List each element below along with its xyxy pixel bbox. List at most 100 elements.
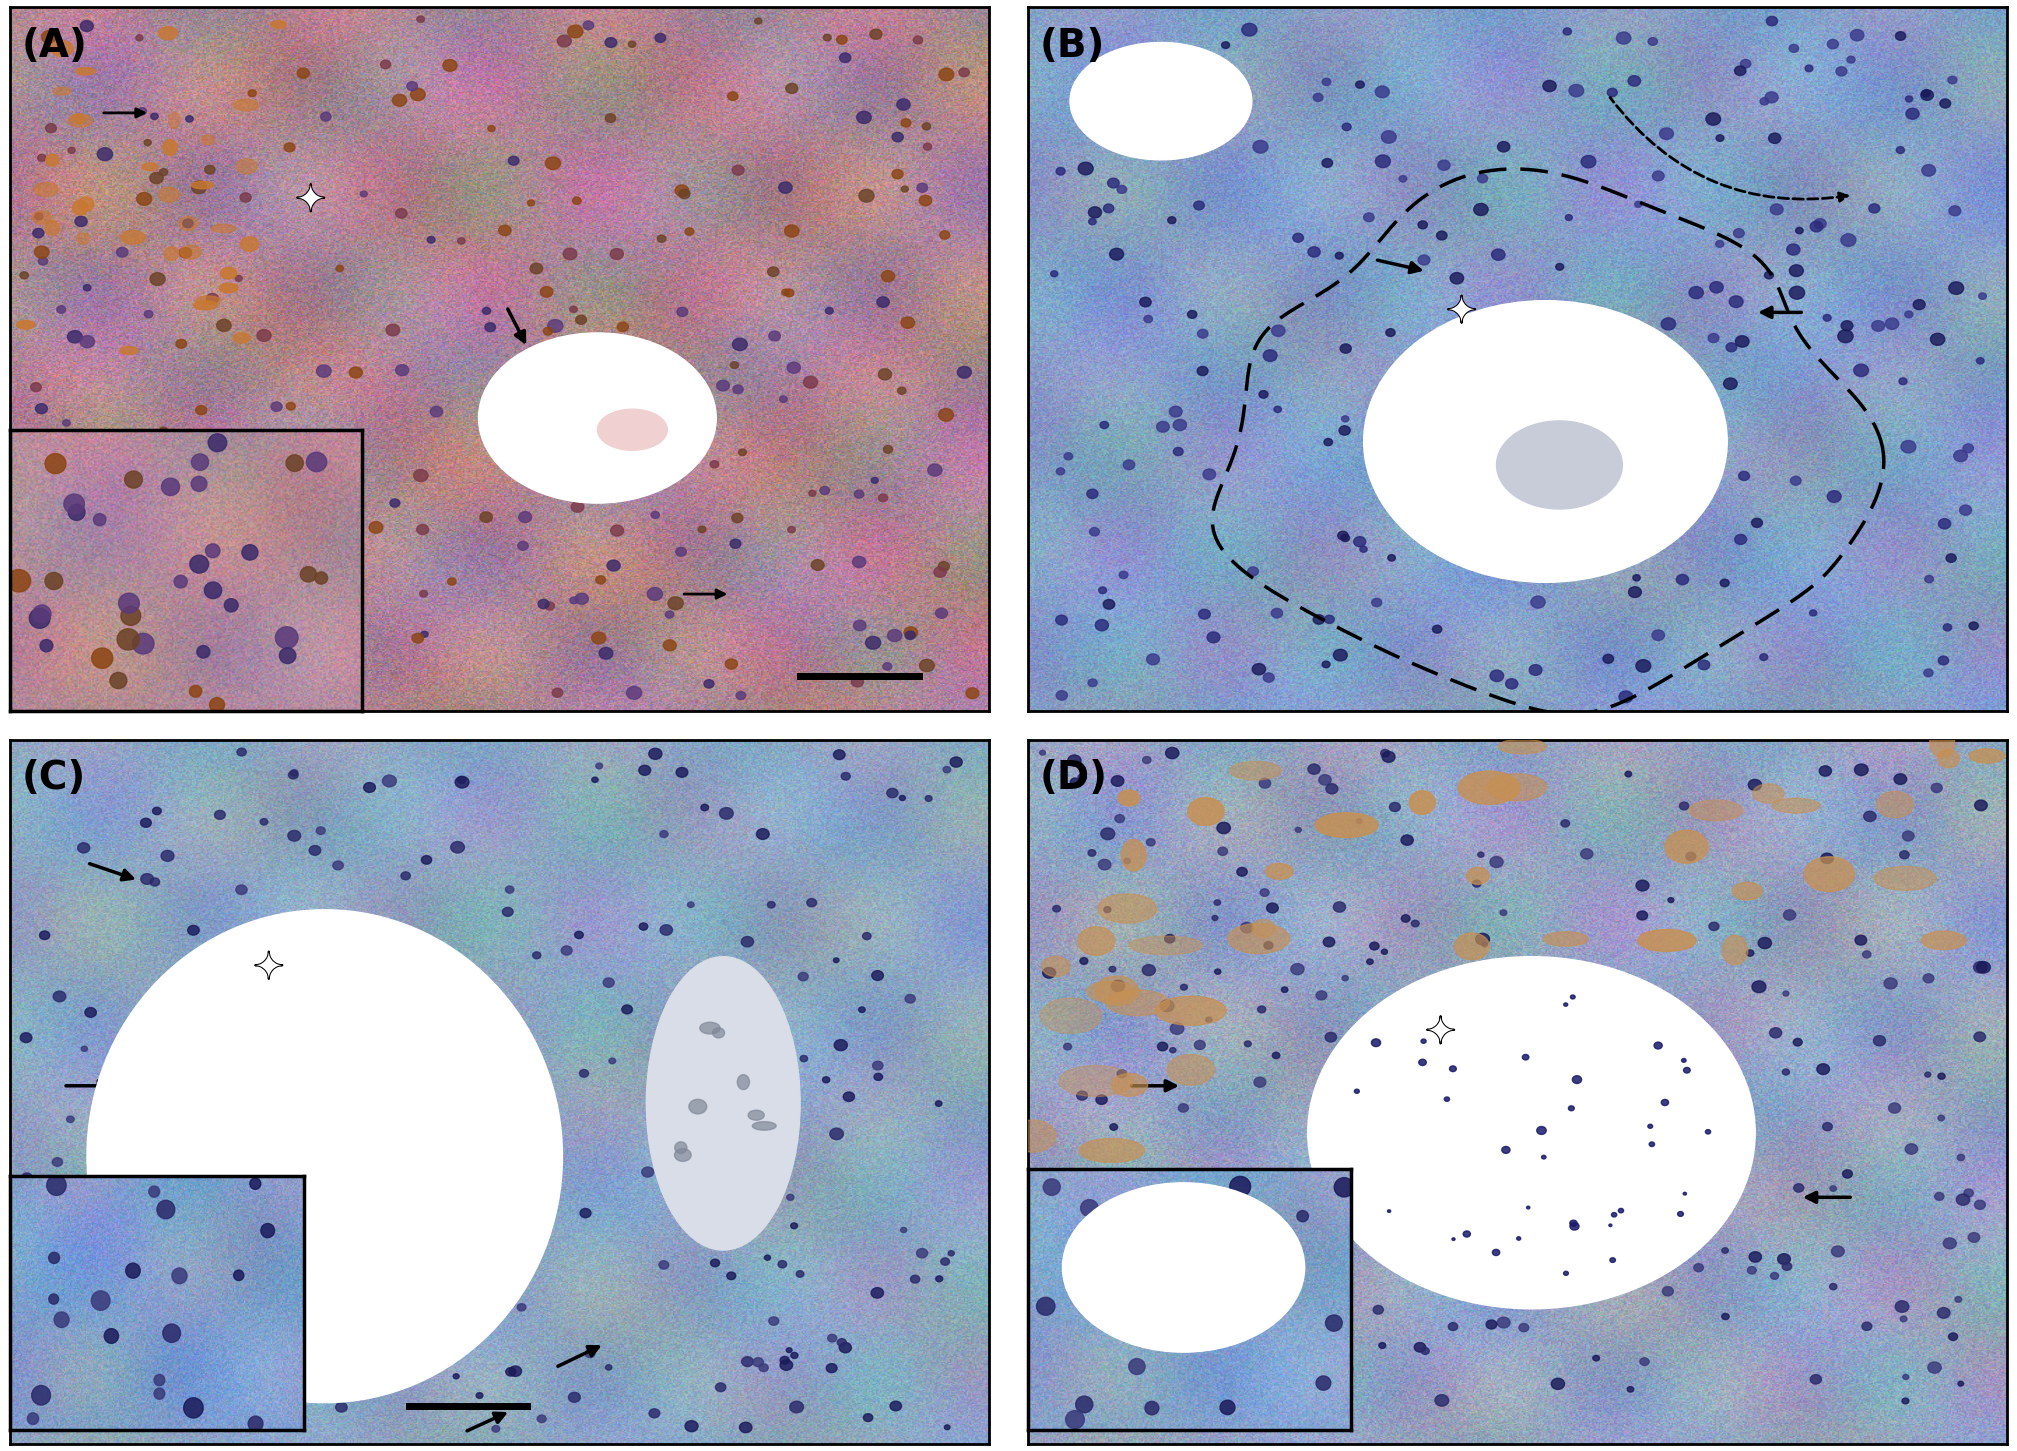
Ellipse shape bbox=[1733, 882, 1763, 900]
Ellipse shape bbox=[1105, 990, 1170, 1016]
Circle shape bbox=[740, 936, 754, 948]
Circle shape bbox=[1965, 1188, 1973, 1197]
Circle shape bbox=[1975, 800, 1987, 811]
Circle shape bbox=[85, 666, 99, 678]
Circle shape bbox=[1626, 772, 1632, 776]
Circle shape bbox=[571, 596, 579, 604]
Circle shape bbox=[758, 1364, 768, 1371]
Circle shape bbox=[498, 225, 510, 235]
Ellipse shape bbox=[478, 332, 716, 503]
Circle shape bbox=[1382, 752, 1396, 762]
Circle shape bbox=[1097, 1212, 1103, 1217]
Circle shape bbox=[1158, 1042, 1168, 1051]
Ellipse shape bbox=[738, 1075, 750, 1090]
Circle shape bbox=[1668, 898, 1674, 903]
Circle shape bbox=[71, 653, 79, 660]
Circle shape bbox=[549, 319, 563, 332]
Circle shape bbox=[1938, 1307, 1950, 1318]
Circle shape bbox=[52, 1158, 63, 1167]
Text: (D): (D) bbox=[1041, 759, 1107, 797]
Circle shape bbox=[579, 1069, 589, 1077]
Circle shape bbox=[1555, 264, 1563, 270]
Circle shape bbox=[656, 33, 666, 42]
Circle shape bbox=[506, 887, 514, 894]
Circle shape bbox=[1491, 856, 1503, 868]
Circle shape bbox=[1335, 252, 1343, 260]
Ellipse shape bbox=[1117, 789, 1140, 805]
Circle shape bbox=[1634, 575, 1640, 580]
Ellipse shape bbox=[1079, 1139, 1144, 1162]
Ellipse shape bbox=[1087, 981, 1136, 1001]
Ellipse shape bbox=[1753, 784, 1785, 802]
Circle shape bbox=[1973, 962, 1987, 974]
Circle shape bbox=[1400, 176, 1406, 181]
Circle shape bbox=[680, 190, 690, 199]
Circle shape bbox=[1422, 1348, 1430, 1354]
Circle shape bbox=[1894, 773, 1906, 785]
Circle shape bbox=[270, 402, 282, 411]
Circle shape bbox=[87, 1287, 95, 1293]
Circle shape bbox=[129, 1390, 139, 1399]
Circle shape bbox=[563, 248, 577, 260]
Circle shape bbox=[940, 68, 954, 81]
Circle shape bbox=[1198, 329, 1208, 338]
Circle shape bbox=[853, 556, 865, 567]
Circle shape bbox=[121, 589, 131, 598]
Circle shape bbox=[1339, 425, 1349, 435]
Circle shape bbox=[212, 528, 224, 538]
Circle shape bbox=[1487, 1320, 1497, 1329]
Circle shape bbox=[1390, 802, 1400, 811]
Circle shape bbox=[1654, 1042, 1662, 1049]
Circle shape bbox=[1071, 778, 1079, 786]
Ellipse shape bbox=[1130, 936, 1202, 955]
Circle shape bbox=[1089, 207, 1101, 218]
Circle shape bbox=[920, 659, 934, 672]
Circle shape bbox=[1170, 406, 1182, 416]
Ellipse shape bbox=[1228, 923, 1289, 953]
Circle shape bbox=[1581, 849, 1593, 859]
Circle shape bbox=[1789, 264, 1803, 277]
Circle shape bbox=[1648, 1125, 1652, 1129]
Circle shape bbox=[1275, 1171, 1287, 1181]
Circle shape bbox=[639, 923, 647, 930]
Circle shape bbox=[1741, 59, 1751, 68]
Circle shape bbox=[1313, 93, 1323, 102]
Circle shape bbox=[260, 818, 268, 826]
Circle shape bbox=[1759, 937, 1771, 949]
Circle shape bbox=[571, 502, 583, 512]
Ellipse shape bbox=[32, 210, 50, 223]
Circle shape bbox=[1402, 834, 1414, 846]
Circle shape bbox=[38, 569, 46, 575]
Circle shape bbox=[1854, 765, 1868, 775]
Circle shape bbox=[1359, 546, 1368, 553]
Circle shape bbox=[389, 499, 399, 508]
Ellipse shape bbox=[192, 181, 214, 189]
Circle shape bbox=[1386, 329, 1396, 337]
Circle shape bbox=[1678, 1212, 1684, 1216]
Ellipse shape bbox=[1723, 936, 1749, 965]
Circle shape bbox=[1942, 624, 1952, 631]
Circle shape bbox=[781, 1357, 789, 1364]
Circle shape bbox=[922, 123, 930, 131]
Circle shape bbox=[1541, 1155, 1545, 1159]
Circle shape bbox=[720, 808, 734, 820]
Circle shape bbox=[149, 878, 159, 887]
Circle shape bbox=[1255, 1077, 1267, 1087]
Circle shape bbox=[1057, 691, 1067, 701]
Ellipse shape bbox=[1922, 932, 1967, 949]
Circle shape bbox=[532, 952, 541, 959]
Circle shape bbox=[1854, 364, 1868, 376]
Circle shape bbox=[422, 631, 428, 637]
Ellipse shape bbox=[1969, 749, 2005, 763]
Circle shape bbox=[1793, 1039, 1801, 1046]
Circle shape bbox=[184, 219, 194, 228]
Circle shape bbox=[309, 679, 315, 685]
Circle shape bbox=[1234, 1183, 1244, 1190]
Circle shape bbox=[678, 308, 688, 316]
Circle shape bbox=[1095, 620, 1109, 631]
Circle shape bbox=[180, 248, 192, 258]
Circle shape bbox=[167, 535, 180, 546]
Circle shape bbox=[117, 247, 127, 257]
Ellipse shape bbox=[1930, 726, 1954, 757]
Text: ✦: ✦ bbox=[1446, 296, 1476, 329]
